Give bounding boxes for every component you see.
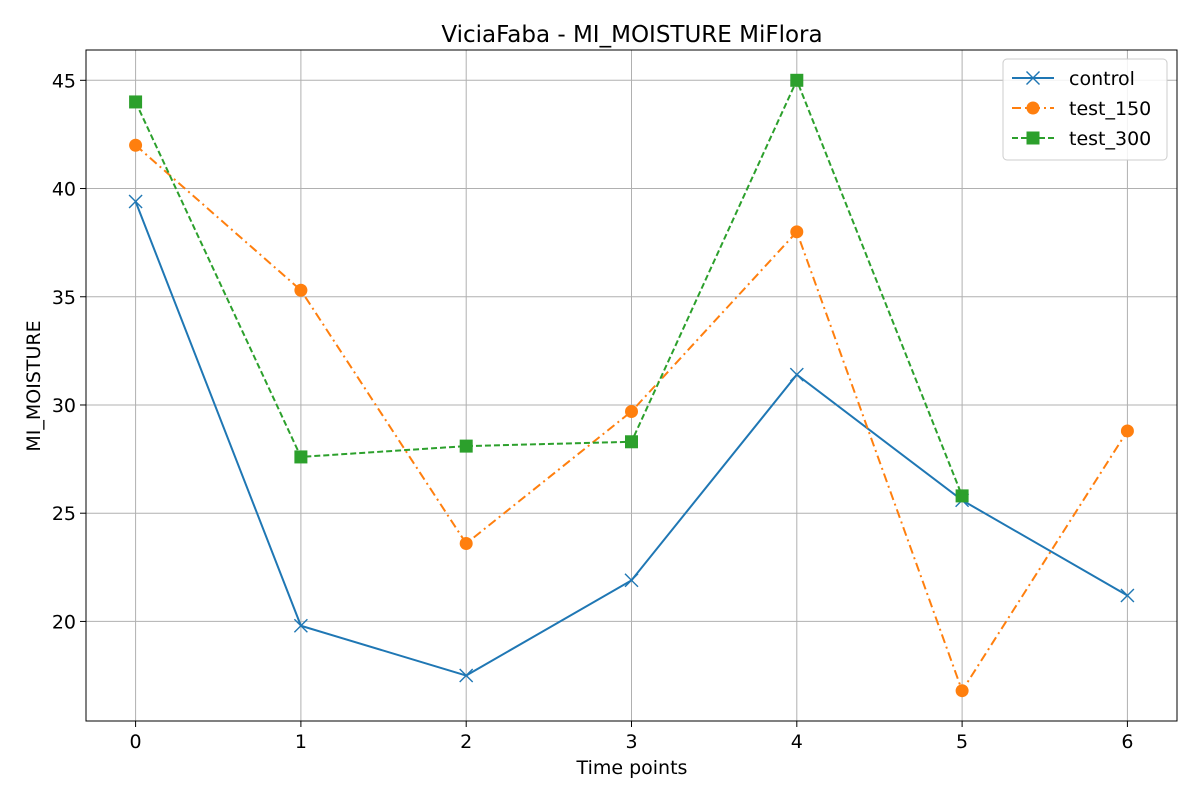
data-point [294,450,308,464]
series-test_150 [129,138,1134,698]
data-point [625,435,638,449]
y-tick-label: 25 [52,503,76,525]
data-point [955,489,969,503]
data-point [624,573,639,588]
data-point [625,404,638,418]
x-tick-label: 1 [295,731,307,753]
data-point [1120,424,1134,438]
y-tick-label: 35 [52,287,76,309]
legend-box [1002,58,1168,161]
x-tick-label: 0 [130,731,142,753]
series-line [134,77,964,497]
data-point [293,618,308,633]
data-point [129,138,143,152]
y-tick-label: 20 [52,611,76,633]
data-point [790,73,804,87]
data-point [790,225,804,239]
data-point [955,684,969,698]
y-tick-label: 30 [52,395,76,417]
data-point [789,367,804,382]
data-point [459,537,473,551]
legend-label: test_300 [1069,128,1151,150]
legend-marker [1026,131,1040,145]
legend-entry: control [1012,68,1135,90]
legend-marker [1026,101,1040,115]
legend-entry: test_300 [1012,128,1151,150]
data-point [294,283,308,297]
grid-lines [86,50,1177,721]
x-tick-label: 6 [1121,731,1133,753]
data-point [128,194,143,209]
y-tick-label: 40 [52,179,76,201]
x-tick-label: 2 [460,731,472,753]
legend: control test_150 test_300 [1002,58,1168,161]
legend-marker [1026,71,1040,85]
x-tick-label: 4 [791,731,803,753]
x-tick-label: 5 [956,731,968,753]
data-point [1120,588,1135,603]
data-point [129,95,143,109]
data-point [459,439,473,453]
chart-title: ViciaFaba - MI_MOISTURE MiFlora [441,22,822,48]
x-axis-label: Time points [576,757,688,779]
series-group [128,73,1135,698]
series-test_300 [129,73,969,503]
data-point [459,668,474,683]
y-tick-label: 45 [52,70,76,92]
y-axis-label: MI_MOISTURE [23,320,45,451]
x-tick-label: 3 [625,731,637,753]
legend-label: test_150 [1069,98,1151,120]
legend-label: control [1069,68,1135,90]
legend-entry: test_150 [1012,98,1151,120]
